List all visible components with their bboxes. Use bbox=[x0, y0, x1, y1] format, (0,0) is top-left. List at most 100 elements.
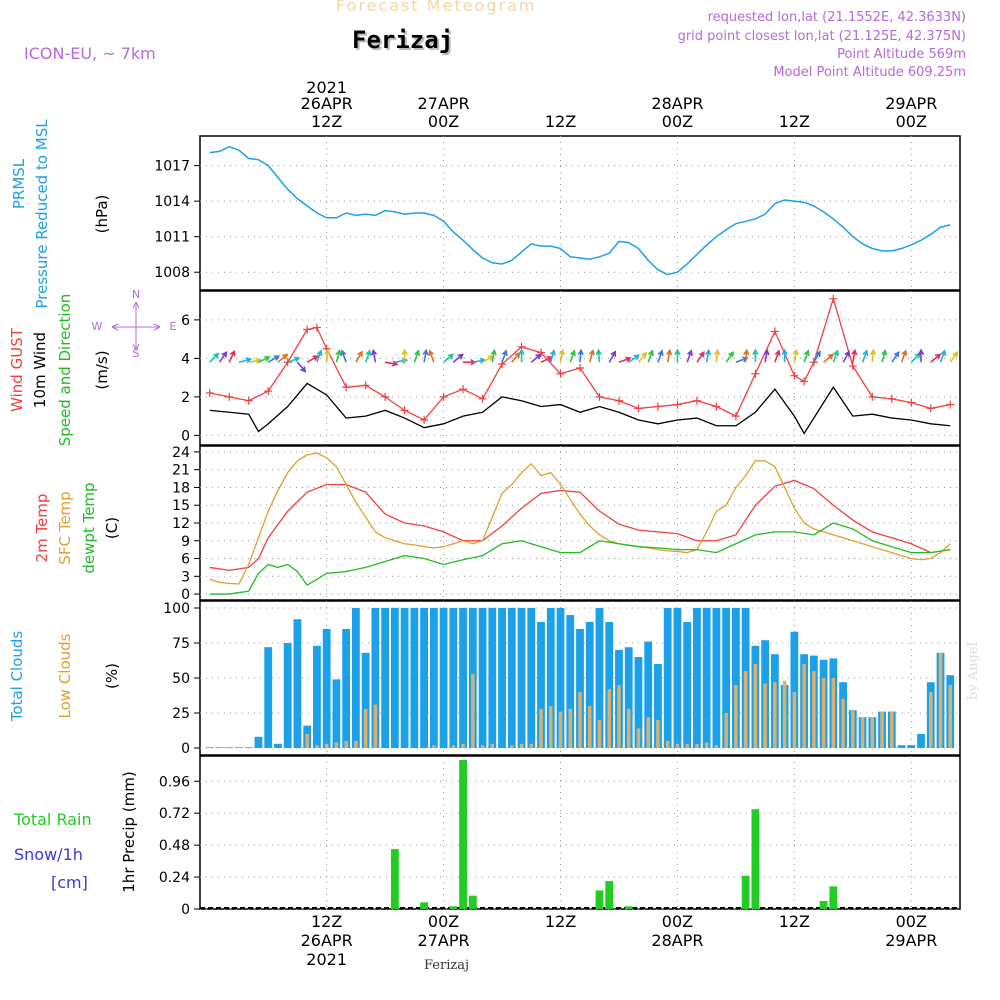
wind-direction-arrow bbox=[851, 348, 858, 363]
cloud-low-bar bbox=[929, 692, 933, 748]
precip-ytick-label: 0.72 bbox=[159, 806, 190, 822]
wind-direction-arrow bbox=[792, 348, 799, 363]
time-label-hour: 00Z bbox=[428, 112, 459, 131]
wind-direction-arrow bbox=[861, 349, 869, 363]
wind-gust-marker bbox=[556, 369, 565, 378]
cloud-low-bar bbox=[714, 745, 719, 748]
time-label-hour: 00Z bbox=[662, 912, 693, 931]
cloud-total-bar bbox=[605, 622, 614, 748]
temp-ytick-label: 15 bbox=[172, 498, 190, 514]
wind-direction-arrow bbox=[355, 350, 363, 363]
cloud-low-bar bbox=[665, 741, 670, 748]
precip-ytick-label: 0.24 bbox=[159, 870, 190, 886]
cloud-low-bar bbox=[782, 680, 787, 748]
wind-direction-arrow bbox=[803, 349, 810, 363]
wind-gust-marker bbox=[244, 396, 253, 405]
compass-west: W bbox=[92, 320, 103, 333]
temp-sfc-line bbox=[209, 452, 951, 585]
wind-direction-arrow bbox=[401, 348, 408, 363]
cloud-low-bar bbox=[344, 741, 348, 748]
time-label-hour: 00Z bbox=[896, 912, 927, 931]
cloud-total-bar bbox=[790, 631, 799, 748]
wind-gust-marker bbox=[673, 400, 682, 409]
clouds-ytick-label: 25 bbox=[172, 706, 190, 722]
cloud-total-bar bbox=[585, 622, 594, 748]
cloud-total-bar bbox=[663, 608, 672, 748]
wind-ytick-label: 4 bbox=[181, 351, 190, 367]
cloud-low-bar bbox=[860, 717, 865, 748]
time-label-year: 2021 bbox=[306, 950, 347, 969]
wind-direction-arrow bbox=[277, 353, 289, 363]
compass-east: E bbox=[170, 320, 177, 333]
cloud-low-bar bbox=[461, 743, 465, 748]
wind-frame bbox=[199, 290, 961, 446]
precip-bar bbox=[741, 875, 750, 909]
wind-direction-arrow bbox=[881, 349, 888, 363]
cloud-low-bar bbox=[578, 692, 582, 748]
cloud-total-bar bbox=[478, 608, 487, 748]
wind-gust-marker bbox=[225, 392, 234, 401]
cloud-low-bar bbox=[529, 743, 534, 748]
wind-gust-marker bbox=[312, 323, 321, 332]
cloud-low-bar bbox=[851, 710, 855, 748]
cloud-low-bar bbox=[792, 692, 797, 748]
cloud-low-bar bbox=[539, 708, 543, 748]
temp-ytick-label: 21 bbox=[172, 463, 190, 479]
wind-direction-arrow bbox=[900, 349, 908, 363]
cloud-low-bar bbox=[597, 720, 602, 748]
wind-direction-arrow bbox=[296, 361, 307, 373]
cloud-total-bar bbox=[225, 747, 234, 748]
wind-speed-line bbox=[209, 382, 951, 435]
wind-direction-arrow bbox=[218, 351, 228, 363]
cloud-total-bar bbox=[400, 608, 409, 748]
wind-direction-arrow bbox=[228, 349, 236, 363]
temp-ytick-label: 3 bbox=[181, 569, 190, 585]
time-label-year: 2021 bbox=[306, 78, 347, 97]
clouds-ytick-label: 0 bbox=[181, 741, 190, 757]
cloud-total-bar bbox=[702, 608, 711, 748]
wind-gust-marker bbox=[926, 404, 935, 413]
wind-gust-marker bbox=[946, 400, 955, 409]
wind-direction-arrow bbox=[832, 349, 839, 363]
wind-direction-arrow bbox=[287, 356, 301, 363]
precip-bar bbox=[751, 809, 760, 909]
wind-direction-arrow bbox=[647, 349, 654, 363]
wind-gust-marker bbox=[595, 392, 604, 401]
cloud-total-bar bbox=[410, 608, 419, 748]
wind-direction-arrow bbox=[891, 351, 900, 363]
precip-bar bbox=[449, 906, 458, 909]
wind-gust-marker bbox=[400, 406, 409, 415]
cloud-low-bar bbox=[753, 664, 758, 748]
cloud-low-bar bbox=[558, 711, 563, 748]
wind-direction-arrow bbox=[628, 354, 640, 363]
wind-direction-arrow bbox=[781, 348, 788, 363]
footer-station: Ferizaj bbox=[424, 958, 470, 973]
cloud-total-bar bbox=[264, 647, 273, 748]
temp-label-sfc: SFC Temp bbox=[56, 491, 74, 564]
cloud-low-bar bbox=[471, 673, 475, 748]
wind-direction-arrow bbox=[306, 355, 320, 363]
temp-label-dewpt: dewpt Temp bbox=[80, 482, 98, 573]
cloud-total-bar bbox=[527, 608, 536, 748]
cloud-low-bar bbox=[704, 742, 709, 748]
cloud-total-bar bbox=[390, 608, 399, 748]
wind-gust-marker bbox=[809, 358, 818, 367]
wind-direction-arrow bbox=[335, 349, 342, 363]
cloud-low-bar bbox=[587, 706, 592, 748]
pressure-label-1: PRMSL bbox=[10, 158, 28, 209]
wind-direction-arrow bbox=[823, 353, 835, 363]
dewpoint-line bbox=[209, 522, 951, 595]
pressure-series-line bbox=[209, 145, 951, 276]
cloud-low-bar bbox=[938, 652, 943, 748]
temp-ytick-label: 24 bbox=[172, 445, 190, 461]
model-altitude: Model Point Altitude 609.25m bbox=[773, 65, 966, 80]
cloud-total-bar bbox=[254, 736, 263, 748]
precip-bar bbox=[459, 759, 467, 909]
cloud-total-bar bbox=[517, 608, 526, 748]
cloud-total-bar bbox=[274, 743, 282, 748]
wind-label-gust: Wind GUST bbox=[8, 327, 26, 412]
temp-ytick-label: 6 bbox=[181, 552, 190, 568]
wind-ytick-label: 0 bbox=[181, 428, 190, 444]
wind-gust-marker bbox=[712, 402, 721, 411]
